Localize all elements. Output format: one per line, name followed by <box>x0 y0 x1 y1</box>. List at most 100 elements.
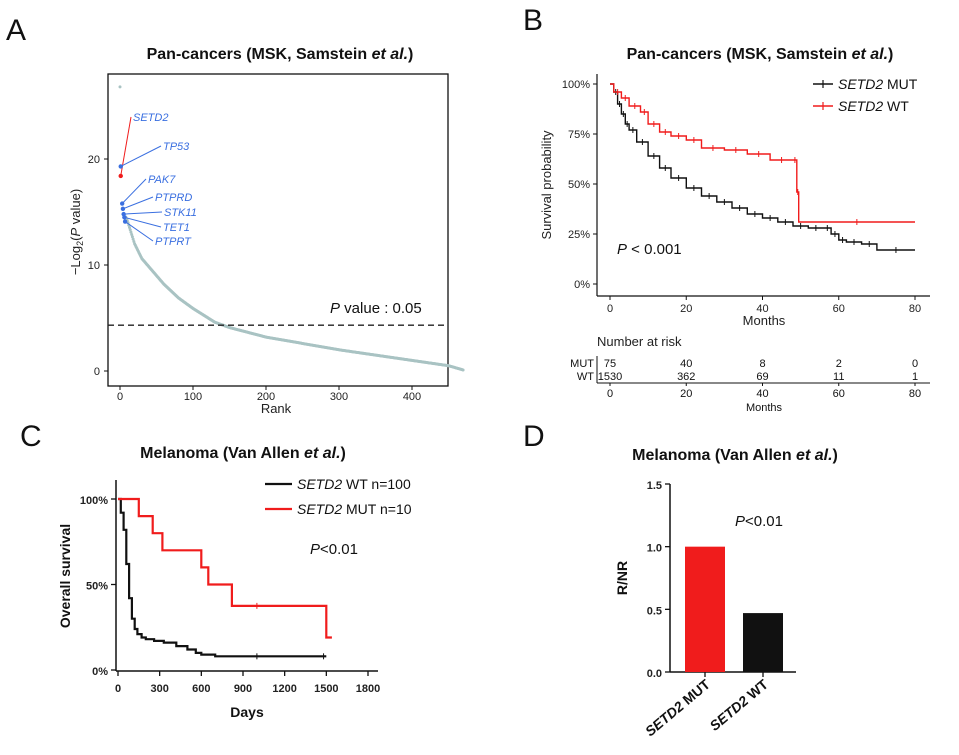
panel-c-y-ticks: 0% 50% 100% <box>80 495 116 678</box>
y-tick-label: 0 <box>94 366 100 378</box>
panel-b-y-ticks: 0% 25% 50% 75% 100% <box>562 79 597 291</box>
x-tick-label: 900 <box>234 683 252 695</box>
data-point <box>130 235 134 239</box>
survival-curve <box>118 497 327 658</box>
x-tick-label: 0 <box>117 391 123 403</box>
legend-entry-status: WT <box>883 98 909 114</box>
panel-d-y-ticks: 0.0 0.5 1.0 1.5 <box>647 480 670 680</box>
risk-x-tick-label: 60 <box>833 388 845 400</box>
panel-d-pvalue: P<0.01 <box>735 513 783 530</box>
panel-d-title: Melanoma (Van Allen et al.) <box>632 447 838 464</box>
x-tick-label: 200 <box>257 391 275 403</box>
panel-a-y-ticks: 0 10 20 <box>88 154 108 378</box>
legend-entry-gene: SETD2 <box>838 98 883 114</box>
y-tick-label: 0.5 <box>647 605 662 617</box>
x-tick-label-gene: SETD2 <box>642 698 687 739</box>
risk-row-label: MUT <box>570 358 594 370</box>
risk-count: 1530 <box>598 371 622 383</box>
threshold-label: P value : 0.05 <box>330 300 422 317</box>
x-tick-label: 600 <box>192 683 210 695</box>
panel-a-x-ticks: 0 100 200 300 400 <box>117 386 421 403</box>
panel-c-y-label: Overall survival <box>57 524 73 628</box>
survival-curve <box>118 497 332 639</box>
panel-b: B Pan-cancers (MSK, Samstein et al.) 0% 2… <box>523 4 930 414</box>
gene-leader-line <box>124 221 154 242</box>
data-point <box>129 230 133 234</box>
data-point <box>130 232 134 236</box>
panel-b-x-ticks: 0 20 40 60 80 <box>607 296 921 315</box>
gene-label: PAK7 <box>148 174 176 186</box>
panel-d-label: D <box>523 420 545 453</box>
legend-entry-status: WT n=100 <box>342 476 411 492</box>
legend-entry-status: MUT n=10 <box>342 501 412 517</box>
panel-c-pvalue: P<0.01 <box>310 541 358 558</box>
gene-leader-line <box>120 145 162 167</box>
panel-c: C Melanoma (Van Allen et al.) 0%50%100% … <box>20 420 412 720</box>
y-tick-label: 0% <box>574 279 590 291</box>
y-tick-label: 50% <box>568 179 590 191</box>
panel-c-curves <box>118 497 332 660</box>
gene-point <box>118 164 123 169</box>
panel-b-y-label: Survival probability <box>539 130 554 240</box>
y-tick-label: 100% <box>80 495 108 507</box>
x-tick-label: SETD2 WT <box>706 676 771 734</box>
panel-c-legend: SETD2 WT n=100 SETD2 MUT n=10 <box>265 476 412 517</box>
legend-entry: SETD2 MUT <box>838 76 918 92</box>
y-tick-label: 1.5 <box>647 480 662 492</box>
panel-d: D Melanoma (Van Allen et al.) 0.0 0.5 1.0 1… <box>523 420 838 739</box>
y-tick-label: 1.0 <box>647 543 662 555</box>
risk-count: 0 <box>912 358 918 370</box>
gene-point <box>119 201 125 206</box>
gene-leader-line <box>123 211 163 215</box>
x-tick-label: 400 <box>403 391 421 403</box>
risk-row-label: WT <box>577 371 594 383</box>
data-point <box>131 237 135 241</box>
y-tick-label: 10 <box>88 260 100 272</box>
y-tick-label: 0.0 <box>647 668 662 680</box>
risk-table-x-label: Months <box>746 402 783 414</box>
y-tick-label: 20 <box>88 154 100 166</box>
x-tick-label: 40 <box>756 303 768 315</box>
legend-entry-gene: SETD2 <box>838 76 883 92</box>
gene-point <box>120 206 126 212</box>
panel-c-title: Melanoma (Van Allen et al.) <box>140 445 346 462</box>
y-tick-label: 0% <box>92 666 108 678</box>
panel-b-title: Pan-cancers (MSK, Samstein et al.) <box>627 46 894 63</box>
risk-table: MUT 75 40 8 2 0WT 1530 362 69 11 10 20 40 60 80 <box>570 358 921 400</box>
risk-count: 2 <box>836 358 842 370</box>
x-tick-label-gene: SETD2 <box>706 692 751 733</box>
data-point <box>461 368 465 372</box>
panel-a-y-label: −Log2(P value) <box>68 189 85 275</box>
gene-leader-line <box>124 216 162 228</box>
x-tick-label: 0 <box>607 303 613 315</box>
data-point <box>118 85 122 89</box>
panel-c-label: C <box>20 420 42 453</box>
gene-leader-line <box>121 178 147 204</box>
panel-a-frame <box>107 73 449 387</box>
bar <box>685 546 725 672</box>
panel-d-bars <box>685 546 783 672</box>
legend-entry: SETD2 MUT n=10 <box>297 501 412 517</box>
x-tick-label: 80 <box>909 303 921 315</box>
gene-point <box>122 215 127 220</box>
panel-a: A Pan-cancers (MSK, Samstein et al.) 0 10… <box>6 14 465 416</box>
risk-x-tick-label: 40 <box>756 388 768 400</box>
panel-a-title: Pan-cancers (MSK, Samstein et al.) <box>147 46 414 63</box>
legend-entry: SETD2 WT <box>838 98 909 114</box>
risk-count: 1 <box>912 371 918 383</box>
panel-d-y-label: R/NR <box>614 561 630 595</box>
data-point <box>132 239 136 243</box>
gene-label: TET1 <box>163 222 190 234</box>
x-tick-label: 300 <box>330 391 348 403</box>
x-tick-label: 100 <box>184 391 202 403</box>
panel-a-x-label: Rank <box>261 401 292 416</box>
risk-count: 11 <box>833 371 844 383</box>
legend-entry-gene: SETD2 <box>297 476 342 492</box>
y-tick-label: 50% <box>86 581 108 593</box>
risk-table-title: Number at risk <box>597 334 682 349</box>
x-tick-label: 1500 <box>314 683 338 695</box>
gene-label: STK11 <box>164 207 197 219</box>
